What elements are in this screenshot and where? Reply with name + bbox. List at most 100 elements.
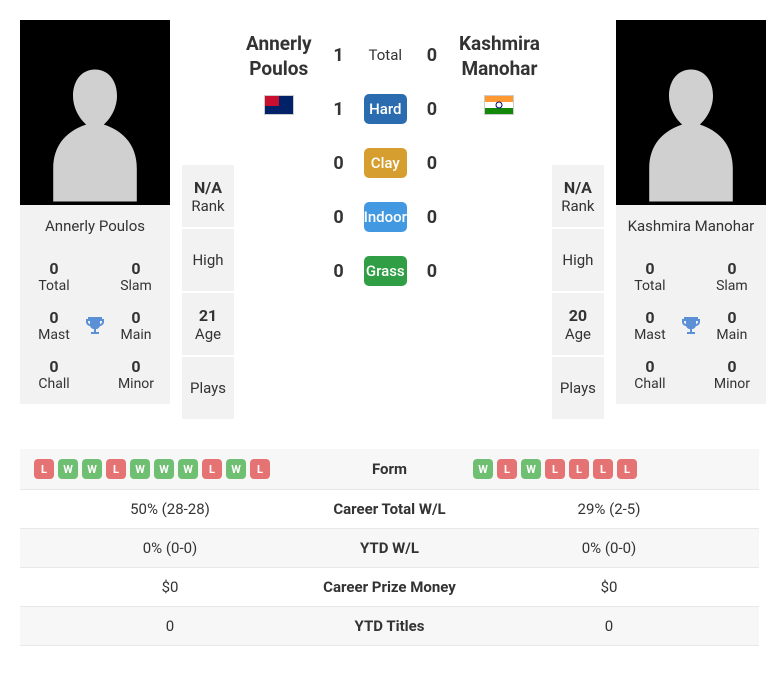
surface-grass[interactable]: Grass (364, 256, 407, 286)
player1-info-col: N/ARank High 21Age Plays (182, 165, 234, 419)
loss-badge: L (593, 459, 613, 479)
p1-careerwl: 50% (28-28) (20, 500, 320, 518)
h2h-total-label: Total (364, 40, 407, 70)
loss-badge: L (497, 459, 517, 479)
win-badge: W (82, 459, 102, 479)
p2-prize: $0 (459, 578, 759, 596)
p2-first: Kashmira (459, 32, 540, 57)
trophy-icon (80, 314, 110, 338)
p2-mast: 0Mast (624, 308, 676, 343)
cmp-ytdtitles-row: 0 YTD Titles 0 (20, 607, 759, 646)
compare-table: LWWLWWWLWL Form WLWLLLL 50% (28-28) Care… (20, 449, 759, 646)
h2h-col: 1 Total 0 1 Hard 0 0 Clay 0 0 Indoor 0 0… (324, 20, 447, 419)
p1-minor: 0Minor (110, 357, 162, 392)
loss-badge: L (34, 459, 54, 479)
p1-prize: $0 (20, 578, 320, 596)
player1-titles: 0Total 0Slam 0Mast 0Main 0Chall 0Minor (20, 247, 170, 404)
surface-clay[interactable]: Clay (364, 148, 407, 178)
h2h-grass-row: 0 Grass 0 (324, 244, 447, 298)
top-section: Annerly Poulos 0Total 0Slam 0Mast 0Main … (20, 20, 759, 419)
h2h-grass-p1: 0 (324, 261, 354, 282)
player1-name-box: Annerly Poulos (20, 205, 170, 247)
cmp-ytdwl-label: YTD W/L (320, 539, 459, 557)
win-badge: W (473, 459, 493, 479)
flag-india-icon (484, 95, 514, 115)
p1-mast: 0Mast (28, 308, 80, 343)
win-badge: W (58, 459, 78, 479)
p2-main: 0Main (706, 308, 758, 343)
player2-name-box: Kashmira Manohar (616, 205, 766, 247)
silhouette-icon (40, 55, 150, 205)
p1-rank: N/ARank (182, 165, 234, 227)
player1-photo[interactable] (20, 20, 170, 205)
h2h-hard-p2: 0 (417, 99, 447, 120)
h2h-clay-p1: 0 (324, 153, 354, 174)
h2h-indoor-p2: 0 (417, 207, 447, 228)
p2-last: Manohar (459, 57, 540, 82)
p1-chall: 0Chall (28, 357, 80, 392)
cmp-form-label: Form (320, 460, 459, 478)
p1-high: High (182, 229, 234, 291)
p2-rank: N/ARank (552, 165, 604, 227)
player1-col: Annerly Poulos 0Total 0Slam 0Mast 0Main … (20, 20, 170, 419)
loss-badge: L (250, 459, 270, 479)
loss-badge: L (106, 459, 126, 479)
win-badge: W (154, 459, 174, 479)
cmp-careerwl-row: 50% (28-28) Career Total W/L 29% (2-5) (20, 490, 759, 529)
h2h-total-p2: 0 (417, 45, 447, 66)
p2-total: 0Total (624, 259, 676, 294)
h2h-total-p1: 1 (324, 45, 354, 66)
h2h-clay-row: 0 Clay 0 (324, 136, 447, 190)
p1-ytdtitles: 0 (20, 617, 320, 635)
p1-main: 0Main (110, 308, 162, 343)
cmp-prize-row: $0 Career Prize Money $0 (20, 568, 759, 607)
trophy-icon (676, 314, 706, 338)
p1-form: LWWLWWWLWL (20, 459, 320, 479)
h2h-grass-p2: 0 (417, 261, 447, 282)
silhouette-icon (636, 55, 746, 205)
p2-minor: 0Minor (706, 357, 758, 392)
cmp-form-row: LWWLWWWLWL Form WLWLLLL (20, 449, 759, 490)
cmp-ytdtitles-label: YTD Titles (320, 617, 459, 635)
p2-careerwl: 29% (2-5) (459, 500, 759, 518)
p1-plays: Plays (182, 357, 234, 419)
player2-photo[interactable] (616, 20, 766, 205)
h2h-hard-row: 1 Hard 0 (324, 82, 447, 136)
p2-form: WLWLLLL (459, 459, 759, 479)
surface-hard[interactable]: Hard (364, 94, 407, 124)
p1-first: Annerly (246, 32, 312, 57)
win-badge: W (130, 459, 150, 479)
p2-high: High (552, 229, 604, 291)
p2-age: 20Age (552, 293, 604, 355)
loss-badge: L (569, 459, 589, 479)
win-badge: W (226, 459, 246, 479)
player2-name-col: Kashmira Manohar (459, 20, 540, 419)
loss-badge: L (545, 459, 565, 479)
cmp-careerwl-label: Career Total W/L (320, 500, 459, 518)
h2h-clay-p2: 0 (417, 153, 447, 174)
p2-ytdtitles: 0 (459, 617, 759, 635)
cmp-prize-label: Career Prize Money (320, 578, 459, 596)
p1-age: 21Age (182, 293, 234, 355)
p1-total: 0Total (28, 259, 80, 294)
win-badge: W (521, 459, 541, 479)
h2h-total-row: 1 Total 0 (324, 28, 447, 82)
player1-name-col: Annerly Poulos (246, 20, 312, 419)
surface-indoor[interactable]: Indoor (364, 202, 407, 232)
win-badge: W (178, 459, 198, 479)
player2-col: Kashmira Manohar 0Total 0Slam 0Mast 0Mai… (616, 20, 766, 419)
player2-info-col: N/ARank High 20Age Plays (552, 165, 604, 419)
p2-plays: Plays (552, 357, 604, 419)
p2-slam: 0Slam (706, 259, 758, 294)
p1-last: Poulos (246, 57, 312, 82)
p2-ytdwl: 0% (0-0) (459, 539, 759, 557)
player2-titles: 0Total 0Slam 0Mast 0Main 0Chall 0Minor (616, 247, 766, 404)
p1-ytdwl: 0% (0-0) (20, 539, 320, 557)
cmp-ytdwl-row: 0% (0-0) YTD W/L 0% (0-0) (20, 529, 759, 568)
p2-chall: 0Chall (624, 357, 676, 392)
h2h-indoor-p1: 0 (324, 207, 354, 228)
h2h-hard-p1: 1 (324, 99, 354, 120)
loss-badge: L (617, 459, 637, 479)
flag-australia-icon (264, 95, 294, 115)
h2h-indoor-row: 0 Indoor 0 (324, 190, 447, 244)
